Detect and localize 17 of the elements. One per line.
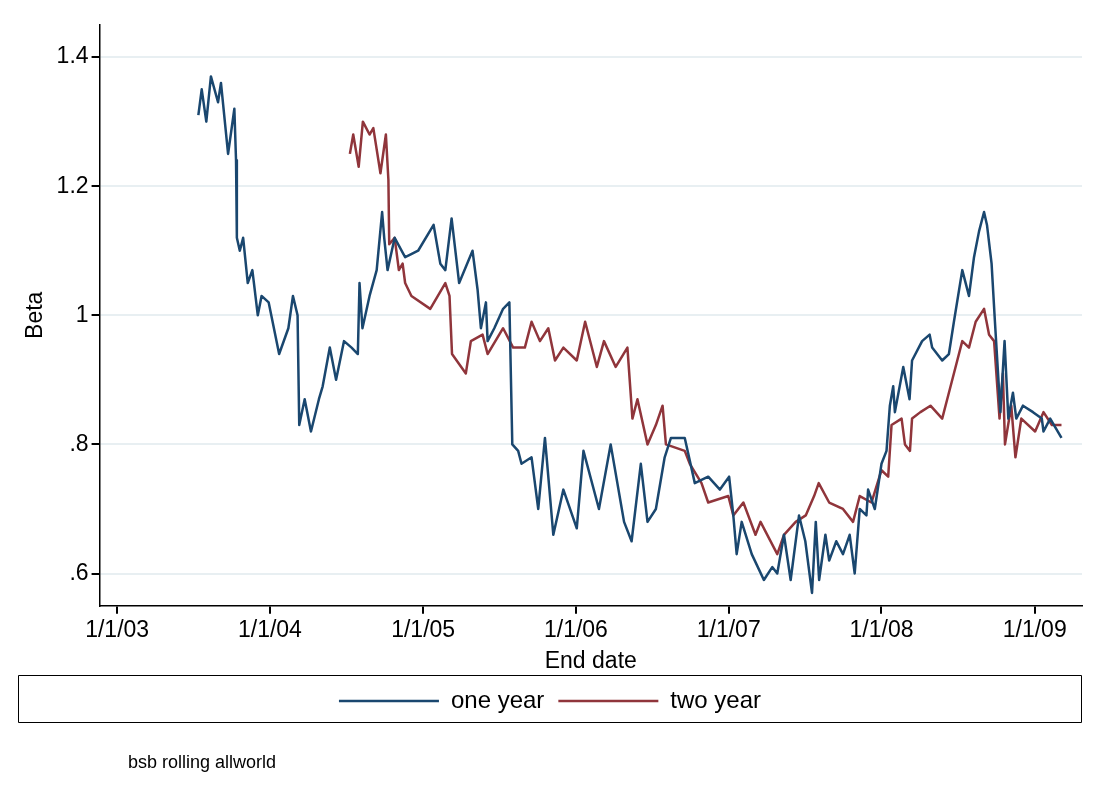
x-tick-label: 1/1/03	[85, 615, 150, 642]
x-tick-label: 1/1/08	[849, 615, 914, 642]
y-tick-label: .6	[69, 558, 89, 585]
legend-label: two year	[670, 685, 762, 713]
x-tick-label: 1/1/06	[543, 615, 608, 642]
legend-label: one year	[450, 685, 545, 713]
y-tick-label: 1.4	[56, 42, 89, 69]
y-axis-title: Beta	[21, 291, 48, 339]
x-tick-label: 1/1/05	[391, 615, 456, 642]
x-tick-label: 1/1/07	[696, 615, 761, 642]
y-tick-label: 1.2	[56, 171, 89, 198]
x-tick-label: 1/1/09	[1002, 615, 1067, 642]
x-tick-label: 1/1/04	[237, 615, 303, 642]
x-axis-title: End date	[544, 646, 637, 673]
y-tick-label: 1	[75, 300, 89, 327]
text: bsb rolling allworld	[128, 752, 277, 772]
y-tick-label: .8	[69, 429, 89, 456]
